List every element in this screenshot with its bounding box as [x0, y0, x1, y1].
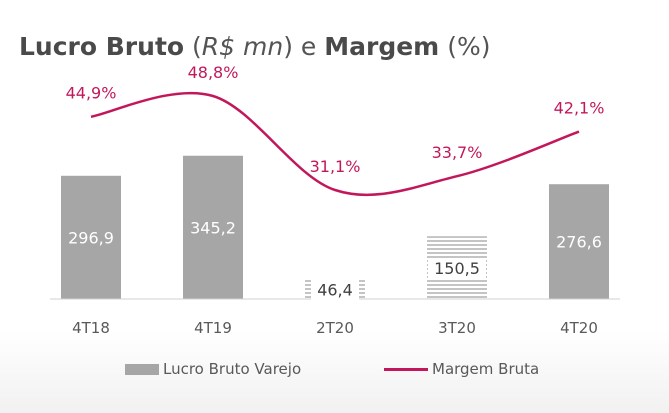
margin-label-2T20: 31,1% — [310, 157, 361, 176]
title-part-e: e — [300, 32, 317, 61]
margin-label-4T20: 42,1% — [554, 99, 605, 118]
title-part-margem: Margem — [324, 32, 440, 61]
legend-bar-swatch — [125, 363, 159, 375]
margin-label-4T18: 44,9% — [66, 84, 117, 103]
legend-line-label: Margem Bruta — [432, 360, 540, 378]
x-tick-label-4T18: 4T18 — [72, 319, 110, 337]
legend-line-swatch — [384, 367, 428, 371]
bar-value-label-3T20: 150,5 — [434, 259, 480, 278]
bar-value-label-bg-2T20 — [311, 280, 359, 301]
bar-value-label-bg-3T20 — [428, 258, 486, 279]
legend: Lucro Bruto Varejo Margem Bruta — [0, 360, 669, 380]
bar-value-label-4T20: 276,6 — [556, 233, 602, 252]
chart-title: Lucro Bruto (R$ mn) e Margem (%) — [19, 32, 491, 61]
legend-bar-label: Lucro Bruto Varejo — [163, 360, 302, 378]
x-tick-label-3T20: 3T20 — [438, 319, 476, 337]
legend-item-line: Margem Bruta — [384, 360, 539, 378]
bar-4T18 — [61, 175, 121, 299]
bar-value-label-4T19: 345,2 — [190, 218, 236, 237]
title-part-percent: (%) — [447, 32, 491, 61]
x-tick-label-4T20: 4T20 — [560, 319, 598, 337]
margin-label-3T20: 33,7% — [432, 143, 483, 162]
x-tick-label-2T20: 2T20 — [316, 319, 354, 337]
x-tick-label-4T19: 4T19 — [194, 319, 232, 337]
bar-value-label-2T20: 46,4 — [317, 280, 353, 299]
bar-4T20 — [549, 184, 609, 299]
margin-label-4T19: 48,8% — [188, 63, 239, 82]
margin-line — [90, 91, 580, 197]
title-part-lucro-bruto: Lucro Bruto — [19, 32, 185, 61]
title-part-unit: R$ mn — [201, 32, 284, 61]
legend-item-bars: Lucro Bruto Varejo — [125, 360, 301, 378]
bar-value-label-4T18: 296,9 — [68, 228, 114, 247]
bar-4T19 — [183, 155, 243, 299]
